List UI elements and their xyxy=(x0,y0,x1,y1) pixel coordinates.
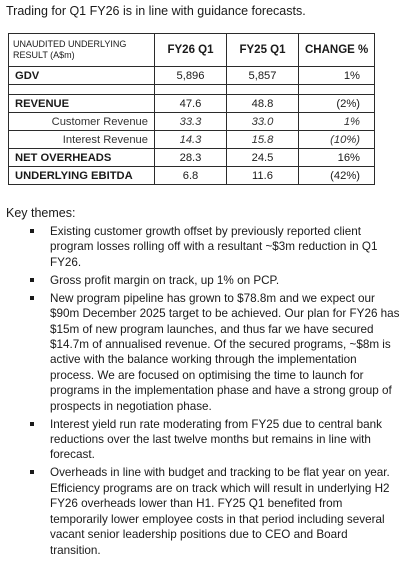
list-item: Existing customer growth offset by previ… xyxy=(0,224,404,270)
row-label: NET OVERHEADS xyxy=(8,148,155,167)
key-themes-heading: Key themes: xyxy=(6,206,76,220)
theme-text: Overheads in line with budget and tracki… xyxy=(50,466,390,557)
row-fy26: 14.3 xyxy=(154,130,227,149)
row-fy26: 5,896 xyxy=(154,66,227,85)
row-change: 16% xyxy=(298,148,375,167)
row-fy25: 24.5 xyxy=(226,148,299,167)
theme-text: Existing customer growth offset by previ… xyxy=(50,225,378,269)
table-header-row: UNAUDITED UNDERLYING RESULT (A$m) FY26 Q… xyxy=(8,33,375,67)
row-label: Customer Revenue xyxy=(8,112,155,131)
row-change: 1% xyxy=(298,112,375,131)
theme-text: Gross profit margin on track, up 1% on P… xyxy=(50,273,280,287)
bullet-icon xyxy=(30,295,34,300)
row-change: 1% xyxy=(298,66,375,85)
row-label: REVENUE xyxy=(8,94,155,113)
row-fy26: 6.8 xyxy=(154,166,227,185)
table-row-gdv: GDV 5,896 5,857 1% xyxy=(8,66,375,85)
bullet-icon xyxy=(30,277,34,282)
key-themes-list: Existing customer growth offset by previ… xyxy=(0,224,404,561)
intro-text: Trading for Q1 FY26 is in line with guid… xyxy=(6,4,306,18)
row-change: (42%) xyxy=(298,166,375,185)
row-fy25: 5,857 xyxy=(226,66,299,85)
row-label: UNDERLYING EBITDA xyxy=(8,166,155,185)
bullet-icon xyxy=(30,470,34,475)
table-row-net-overheads: NET OVERHEADS 28.3 24.5 16% xyxy=(8,148,375,167)
table-row-customer-revenue: Customer Revenue 33.3 33.0 1% xyxy=(8,112,375,131)
row-fy25: 11.6 xyxy=(226,166,299,185)
theme-text: New program pipeline has grown to $78.8m… xyxy=(50,291,400,413)
theme-text: Interest yield run rate moderating from … xyxy=(50,417,382,462)
results-table: UNAUDITED UNDERLYING RESULT (A$m) FY26 Q… xyxy=(8,33,375,185)
list-item: Gross profit margin on track, up 1% on P… xyxy=(0,273,404,288)
row-fy25: 33.0 xyxy=(226,112,299,131)
list-item: Interest yield run rate moderating from … xyxy=(0,417,404,463)
list-item: Overheads in line with budget and tracki… xyxy=(0,465,404,557)
bullet-icon xyxy=(30,229,34,233)
table-spacer xyxy=(8,84,375,95)
bullet-icon xyxy=(30,421,34,426)
row-fy26: 28.3 xyxy=(154,148,227,167)
list-item: New program pipeline has grown to $78.8m… xyxy=(0,291,404,414)
row-label: Interest Revenue xyxy=(8,130,155,149)
row-fy26: 33.3 xyxy=(154,112,227,131)
table-row-revenue: REVENUE 47.6 48.8 (2%) xyxy=(8,94,375,113)
header-fy26: FY26 Q1 xyxy=(154,33,227,67)
row-label: GDV xyxy=(8,66,155,85)
row-fy25: 48.8 xyxy=(226,94,299,113)
table-row-interest-revenue: Interest Revenue 14.3 15.8 (10%) xyxy=(8,130,375,149)
header-label: UNAUDITED UNDERLYING RESULT (A$m) xyxy=(8,33,155,67)
row-fy26: 47.6 xyxy=(154,94,227,113)
table-row-underlying-ebitda: UNDERLYING EBITDA 6.8 11.6 (42%) xyxy=(8,166,375,185)
row-fy25: 15.8 xyxy=(226,130,299,149)
row-change: (10%) xyxy=(298,130,375,149)
header-change: CHANGE % xyxy=(298,33,375,67)
header-fy25: FY25 Q1 xyxy=(226,33,299,67)
row-change: (2%) xyxy=(298,94,375,113)
